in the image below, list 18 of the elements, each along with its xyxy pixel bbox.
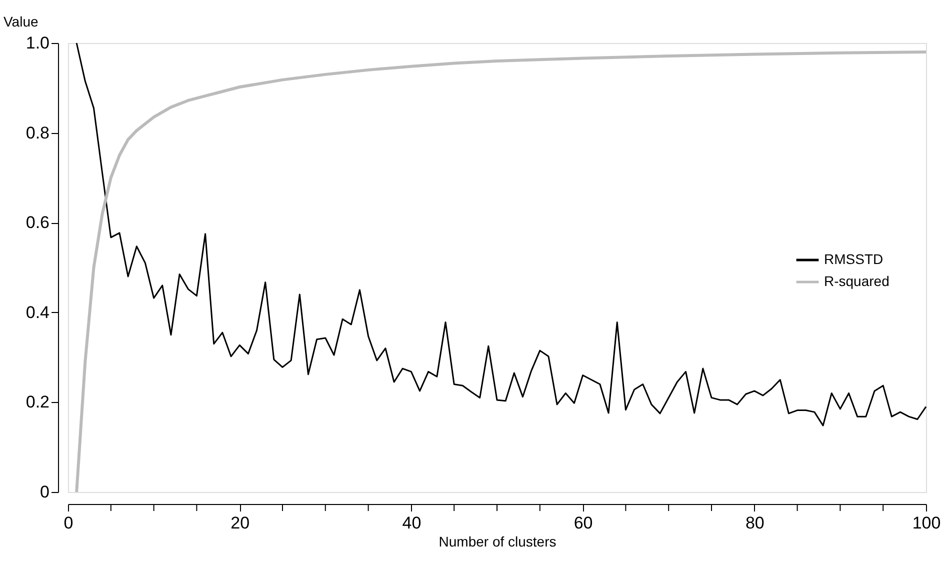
y-tick-label: 0.2 [26, 392, 50, 412]
x-tick-label: 0 [64, 514, 74, 532]
line-series [75, 50, 928, 494]
y-tick-label: 1.0 [26, 34, 50, 52]
y-axis-title: Value [4, 14, 38, 30]
line-series [76, 42, 927, 426]
x-tick-label: 80 [745, 514, 764, 532]
y-tick-label: 0.8 [26, 123, 50, 142]
legend-label: R-squared [824, 273, 890, 289]
x-tick-label: 100 [912, 514, 941, 532]
x-tick-label: 60 [574, 514, 593, 532]
legend-label: RMSSTD [824, 251, 884, 267]
y-tick-label: 0 [40, 482, 50, 502]
y-tick-label: 0.6 [26, 213, 50, 232]
x-tick-label: 20 [230, 514, 250, 532]
y-tick-label: 0.4 [26, 302, 50, 322]
x-tick-label: 40 [402, 514, 422, 532]
x-axis-title: Number of clusters [438, 534, 556, 550]
